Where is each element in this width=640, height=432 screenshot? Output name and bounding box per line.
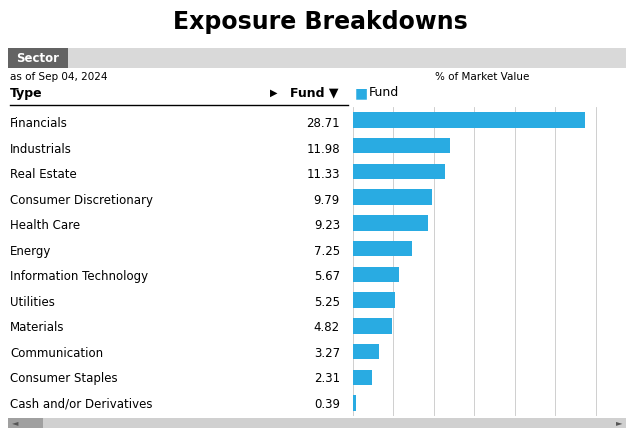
Text: Energy: Energy bbox=[10, 245, 51, 258]
Text: as of Sep 04, 2024: as of Sep 04, 2024 bbox=[10, 72, 108, 82]
Text: Materials: Materials bbox=[10, 321, 65, 334]
Bar bbox=[353, 241, 412, 256]
Text: Cash and/or Derivatives: Cash and/or Derivatives bbox=[10, 398, 152, 411]
Text: % of Market Value: % of Market Value bbox=[435, 72, 530, 82]
Bar bbox=[353, 318, 392, 334]
Text: Utilities: Utilities bbox=[10, 296, 55, 309]
Text: 5.67: 5.67 bbox=[314, 270, 340, 283]
Text: Real Estate: Real Estate bbox=[10, 168, 77, 181]
Bar bbox=[353, 164, 445, 179]
Text: ►: ► bbox=[616, 419, 622, 428]
Text: 2.31: 2.31 bbox=[314, 372, 340, 385]
Bar bbox=[353, 138, 450, 153]
Text: Consumer Discretionary: Consumer Discretionary bbox=[10, 194, 153, 207]
Text: Fund ▼: Fund ▼ bbox=[290, 86, 339, 99]
Text: ◄: ◄ bbox=[12, 419, 19, 428]
Text: 9.79: 9.79 bbox=[314, 194, 340, 207]
Text: 28.71: 28.71 bbox=[307, 117, 340, 130]
Bar bbox=[353, 292, 396, 308]
Text: Sector: Sector bbox=[17, 51, 60, 64]
Text: Information Technology: Information Technology bbox=[10, 270, 148, 283]
Text: Consumer Staples: Consumer Staples bbox=[10, 372, 118, 385]
Text: 0.39: 0.39 bbox=[314, 398, 340, 411]
Text: Financials: Financials bbox=[10, 117, 68, 130]
Bar bbox=[353, 267, 399, 282]
Text: Communication: Communication bbox=[10, 347, 103, 360]
Text: 11.98: 11.98 bbox=[307, 143, 340, 156]
Text: Health Care: Health Care bbox=[10, 219, 80, 232]
Bar bbox=[353, 344, 380, 359]
Text: 4.82: 4.82 bbox=[314, 321, 340, 334]
Bar bbox=[353, 395, 356, 411]
Text: 7.25: 7.25 bbox=[314, 245, 340, 258]
Bar bbox=[353, 215, 428, 231]
Text: 5.25: 5.25 bbox=[314, 296, 340, 309]
Text: Type: Type bbox=[10, 86, 43, 99]
Text: 3.27: 3.27 bbox=[314, 347, 340, 360]
Text: Exposure Breakdowns: Exposure Breakdowns bbox=[173, 10, 467, 34]
Text: Industrials: Industrials bbox=[10, 143, 72, 156]
Text: 11.33: 11.33 bbox=[307, 168, 340, 181]
Text: ■: ■ bbox=[355, 86, 368, 100]
Text: Fund: Fund bbox=[369, 86, 399, 99]
Bar bbox=[353, 370, 372, 385]
Bar bbox=[353, 112, 586, 127]
Bar bbox=[353, 189, 432, 205]
Text: ▶: ▶ bbox=[270, 88, 278, 98]
Text: 9.23: 9.23 bbox=[314, 219, 340, 232]
